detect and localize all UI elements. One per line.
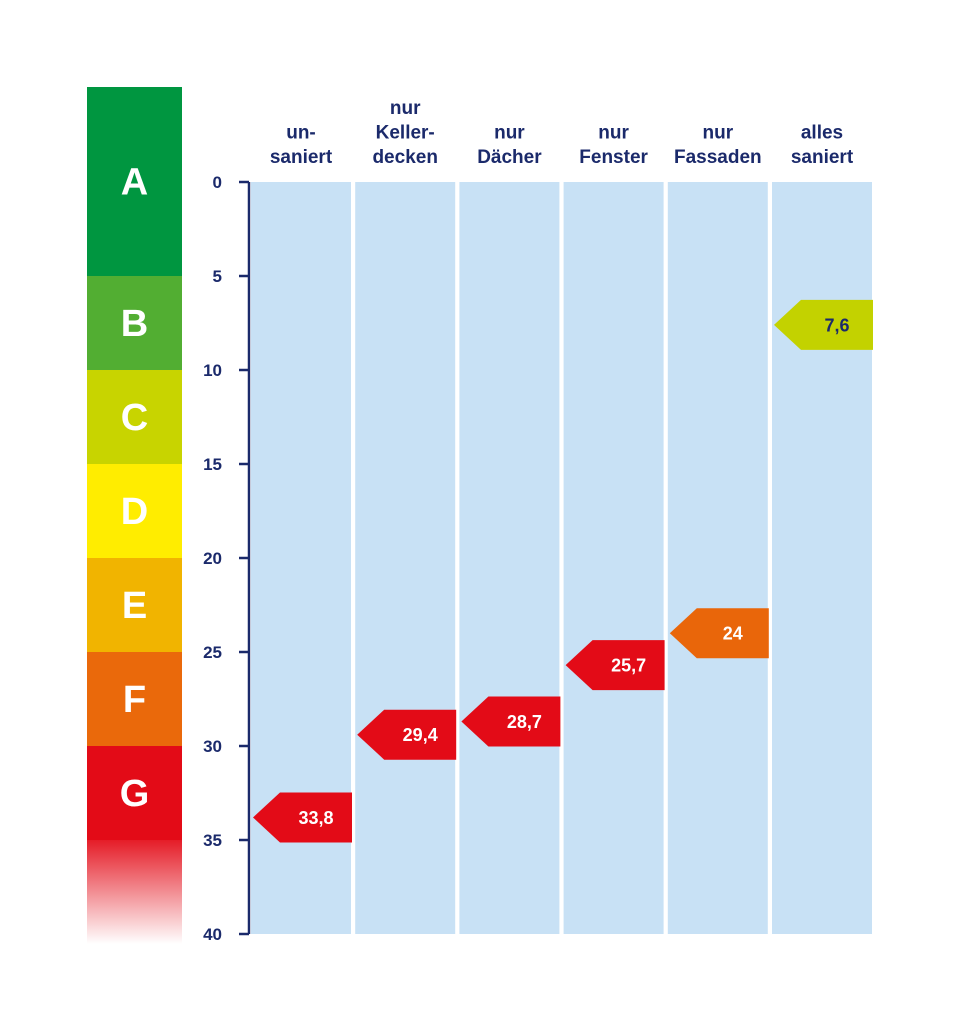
value-label: 25,7 [611, 656, 646, 676]
class-letter-d: D [121, 491, 148, 533]
value-marker [461, 696, 561, 747]
value-label: 28,7 [507, 712, 542, 732]
y-tick-label: 25 [203, 643, 222, 662]
class-band-fade [87, 832, 182, 944]
y-tick-label: 0 [213, 173, 222, 192]
class-band-b [87, 276, 182, 370]
class-letter-g: G [120, 773, 150, 815]
category-label: nur Keller-decken [372, 98, 437, 168]
value-label: 7,6 [824, 315, 849, 335]
category-headers: un-saniert nur Keller-decken nur Dächer nur Fe… [270, 98, 854, 168]
value-marker [253, 792, 352, 843]
value-markers: 33,8 29,4 28,7 25,7 24 7,6 [253, 299, 873, 843]
class-letter-c: C [121, 397, 148, 439]
class-band-a [87, 87, 182, 276]
category-label: alles saniert [791, 123, 854, 169]
class-letter-a: A [121, 162, 148, 204]
class-band-d [87, 464, 182, 558]
category-label: nur Fenster [579, 123, 648, 169]
category-column [355, 182, 456, 934]
class-band-g [87, 746, 182, 840]
y-tick-label: 40 [203, 925, 222, 944]
category-column [459, 182, 560, 934]
category-label: nur Fassaden [674, 123, 762, 169]
y-axis: 0 5 10 15 20 25 30 35 40 [203, 173, 251, 944]
value-label: 33,8 [298, 808, 333, 828]
value-marker [565, 640, 665, 691]
value-label: 29,4 [403, 725, 438, 745]
class-letter-f: F [123, 679, 146, 721]
value-marker [774, 299, 873, 350]
value-marker [357, 709, 457, 760]
category-label: un-saniert [270, 123, 333, 169]
y-tick-label: 5 [213, 267, 222, 286]
y-tick-label: 35 [203, 831, 222, 850]
value-label: 24 [723, 624, 743, 644]
class-band-f [87, 652, 182, 746]
y-tick-label: 10 [203, 361, 222, 380]
class-letter-e: E [122, 585, 147, 627]
y-tick-label: 30 [203, 737, 222, 756]
efficiency-class-scale: A B C D E F G [87, 87, 182, 944]
y-tick-label: 20 [203, 549, 222, 568]
category-label: nur Dächer [477, 123, 542, 169]
y-tick-label: 15 [203, 455, 222, 474]
class-band-e [87, 558, 182, 652]
category-column [563, 182, 664, 934]
category-column [772, 182, 872, 934]
class-letter-b: B [121, 303, 148, 345]
category-column [667, 182, 768, 934]
value-marker [669, 608, 769, 659]
class-band-c [87, 370, 182, 464]
